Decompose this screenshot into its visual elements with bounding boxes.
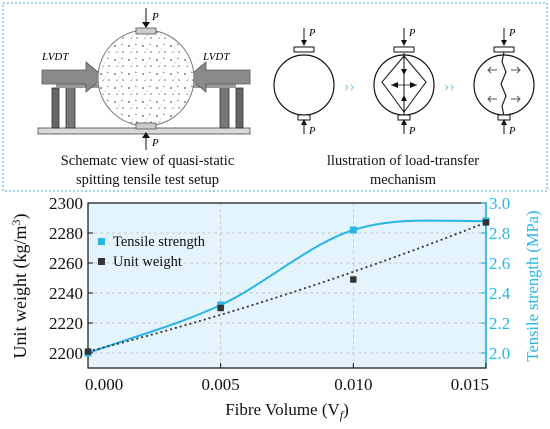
unit-weight-point bbox=[350, 276, 357, 283]
x-tick-label: 0.010 bbox=[334, 375, 372, 394]
panel-border bbox=[2, 2, 548, 192]
legend-label-weight: Unit weight bbox=[113, 254, 182, 270]
mechanism-stage-1: P P bbox=[273, 28, 335, 137]
setup-schematic: P P LVDT LVDT bbox=[37, 8, 251, 150]
setup-caption: Schematc view of quasi-static spitting t… bbox=[40, 152, 255, 190]
frame-post-left-a bbox=[51, 87, 60, 129]
mechanism-2-load-bottom: P bbox=[408, 126, 416, 137]
unit-weight-point bbox=[482, 219, 490, 226]
frame-post-right-a bbox=[235, 87, 244, 129]
load-label-top: P bbox=[151, 11, 159, 23]
left-axis-ticks: 2200 2220 2240 2260 2280 2300 bbox=[49, 194, 93, 363]
plot-background bbox=[88, 203, 486, 368]
lvdt-label-right: LVDT bbox=[202, 51, 230, 63]
mechanism-3-load-bottom: P bbox=[508, 126, 516, 137]
mechanism-stage-3: P P bbox=[473, 28, 535, 137]
y-axis-title-right: Tensile strength (MPa) bbox=[523, 211, 542, 362]
left-tick-label: 2220 bbox=[49, 314, 83, 333]
data-points bbox=[84, 217, 490, 357]
lvdt-rod-right bbox=[192, 84, 236, 88]
mechanism-1-load-bottom: P bbox=[308, 126, 316, 137]
lvdt-arrow-right bbox=[187, 61, 251, 93]
tensile-strength-point bbox=[349, 226, 357, 234]
mechanism-3-load-top: P bbox=[508, 28, 516, 39]
lvdt-label-left: LVDT bbox=[41, 51, 69, 63]
lvdt-arrow-left bbox=[41, 61, 105, 93]
right-axis-ticks: 2.0 2.2 2.4 2.6 2.8 3.0 bbox=[481, 194, 511, 363]
right-tick-label: 2.2 bbox=[489, 314, 510, 333]
unit-weight-point bbox=[217, 304, 224, 312]
unit-weight-point bbox=[84, 348, 92, 355]
load-arrow-bottom bbox=[142, 132, 150, 138]
mechanism-caption: llustration of load-transfer mechanism bbox=[318, 152, 488, 190]
x-axis-title: Fibre Volume (Vf) bbox=[225, 400, 349, 422]
legend-marker-weight bbox=[98, 258, 105, 265]
left-tick-label: 2240 bbox=[49, 284, 83, 303]
right-tick-label: 2.6 bbox=[489, 254, 510, 273]
x-tick-label: 0.000 bbox=[85, 375, 123, 394]
right-tick-label: 2.0 bbox=[489, 344, 510, 363]
left-tick-label: 2300 bbox=[49, 194, 83, 213]
left-tick-label: 2280 bbox=[49, 224, 83, 243]
load-label-bottom: P bbox=[151, 137, 159, 149]
left-tick-label: 2260 bbox=[49, 254, 83, 273]
mechanism-2-load-top: P bbox=[408, 28, 416, 39]
x-axis-ticks: 0.000 0.005 0.010 0.015 bbox=[85, 363, 489, 394]
chevron-icon-2: ›› bbox=[444, 78, 455, 95]
right-tick-label: 2.4 bbox=[489, 284, 511, 303]
mechanism-1-load-top: P bbox=[308, 28, 316, 39]
mechanism-stage-2: P P bbox=[373, 28, 435, 137]
right-tick-label: 2.8 bbox=[489, 224, 510, 243]
legend-marker-tensile bbox=[98, 238, 105, 245]
lvdt-rod-left bbox=[56, 84, 100, 88]
mechanism-caption-line-2: mechanism bbox=[369, 172, 437, 188]
chevron-icon-1: ›› bbox=[344, 78, 355, 95]
mechanism-caption-line-1: llustration of load-transfer bbox=[326, 153, 480, 169]
bottom-load-plate bbox=[135, 122, 157, 130]
legend: Tensile strength Unit weight bbox=[98, 234, 206, 270]
load-arrow-top bbox=[142, 22, 150, 28]
left-tick-label: 2200 bbox=[49, 344, 83, 363]
x-tick-label: 0.005 bbox=[202, 375, 240, 394]
x-tick-label: 0.015 bbox=[451, 375, 489, 394]
legend-label-tensile: Tensile strength bbox=[113, 234, 206, 250]
setup-caption-line-2: spitting tensile test setup bbox=[76, 172, 219, 188]
setup-caption-line-1: Schematc view of quasi-static bbox=[60, 153, 235, 169]
tensile-strength-fit-curve bbox=[87, 219, 487, 354]
right-tick-label: 3.0 bbox=[489, 194, 510, 213]
y-axis-title-left: Unit weight (kg/m3) bbox=[9, 214, 31, 359]
